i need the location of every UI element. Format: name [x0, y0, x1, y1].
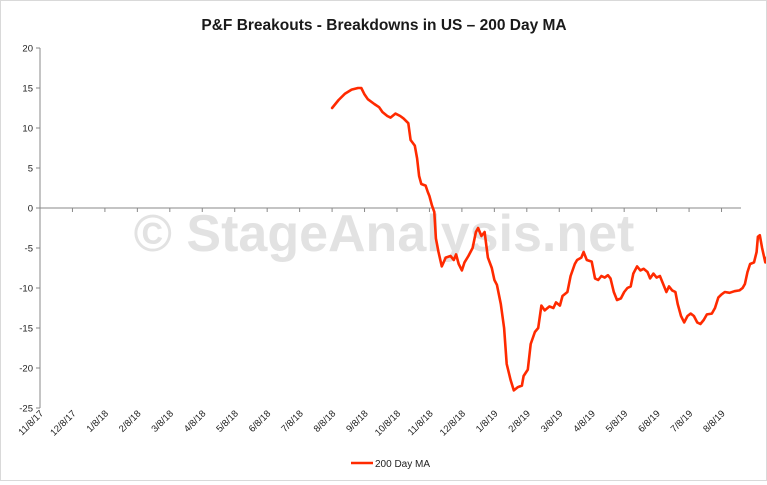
x-tick-label: 7/8/19: [669, 408, 695, 434]
x-tick-label: 9/8/18: [344, 408, 370, 434]
x-tick-label: 8/8/18: [312, 408, 338, 434]
x-tick-label: 12/8/18: [438, 408, 468, 438]
x-tick-label: 2/8/18: [117, 408, 143, 434]
y-axis: 20 15 10 5 0 -5 -10 -15 -20 -25: [19, 44, 41, 415]
x-tick-label: 10/8/18: [373, 408, 403, 438]
chart-title: P&F Breakouts - Breakdowns in US – 200 D…: [201, 17, 566, 34]
watermark-text: © StageAnalysis.net: [134, 205, 635, 263]
y-tick-label: -20: [19, 364, 33, 375]
x-tick-label: 3/8/18: [149, 408, 175, 434]
x-tick-label: 5/8/19: [604, 408, 630, 434]
x-tick-label: 4/8/18: [182, 408, 208, 434]
x-tick-label: 3/8/19: [539, 408, 565, 434]
x-tick-label: 6/8/19: [636, 408, 662, 434]
y-tick-label: 0: [28, 204, 33, 215]
x-tick-label: 5/8/18: [214, 408, 240, 434]
series-layer: [330, 86, 767, 392]
x-tick-label: 11/8/18: [406, 408, 436, 438]
y-tick-label: -10: [19, 284, 33, 295]
legend-label: 200 Day MA: [375, 459, 430, 470]
x-tick-label: 2/8/19: [506, 408, 532, 434]
legend: 200 Day MA: [351, 459, 430, 470]
y-tick-label: -25: [19, 404, 33, 415]
x-tick-label: 12/8/17: [48, 408, 78, 438]
series-line-200-day-ma: [330, 86, 767, 392]
x-tick-label: 1/8/19: [474, 408, 500, 434]
y-tick-label: -5: [25, 244, 33, 255]
y-tick-label: 15: [22, 84, 33, 95]
x-tick-label: 6/8/18: [247, 408, 273, 434]
x-tick-label: 1/8/18: [85, 408, 111, 434]
y-tick-label: 5: [28, 164, 33, 175]
x-tick-label: 8/8/19: [701, 408, 727, 434]
y-tick-label: -15: [19, 324, 33, 335]
x-tick-label: 4/8/19: [571, 408, 597, 434]
y-tick-label: 20: [22, 44, 33, 55]
y-tick-label: 10: [22, 124, 33, 135]
x-tick-label: 7/8/18: [279, 408, 305, 434]
